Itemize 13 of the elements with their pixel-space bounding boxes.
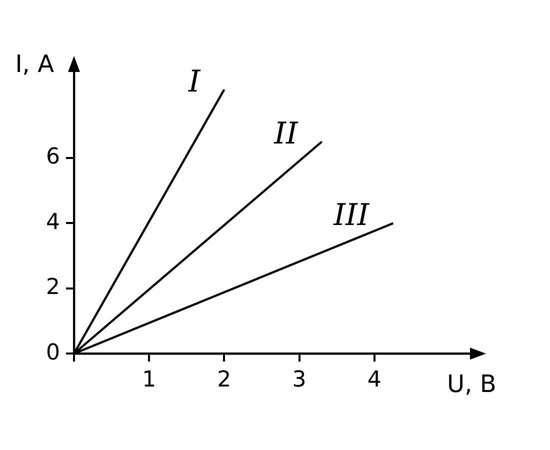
y-tick-label: 0	[46, 340, 60, 366]
y-axis-title: I, A	[15, 50, 55, 78]
x-axis-title: U, B	[447, 370, 496, 398]
x-tick-label: 1	[142, 368, 156, 393]
x-tick-label: 4	[367, 368, 382, 393]
series-label: I	[187, 64, 202, 100]
x-tick-label: 2	[217, 368, 232, 393]
x-tick-label: 3	[292, 368, 306, 393]
y-tick-label: 2	[46, 275, 60, 300]
series-label: III	[332, 198, 370, 234]
y-tick-label: 6	[46, 144, 60, 170]
y-tick-label: 4	[46, 210, 60, 235]
series-label: II	[273, 116, 299, 152]
